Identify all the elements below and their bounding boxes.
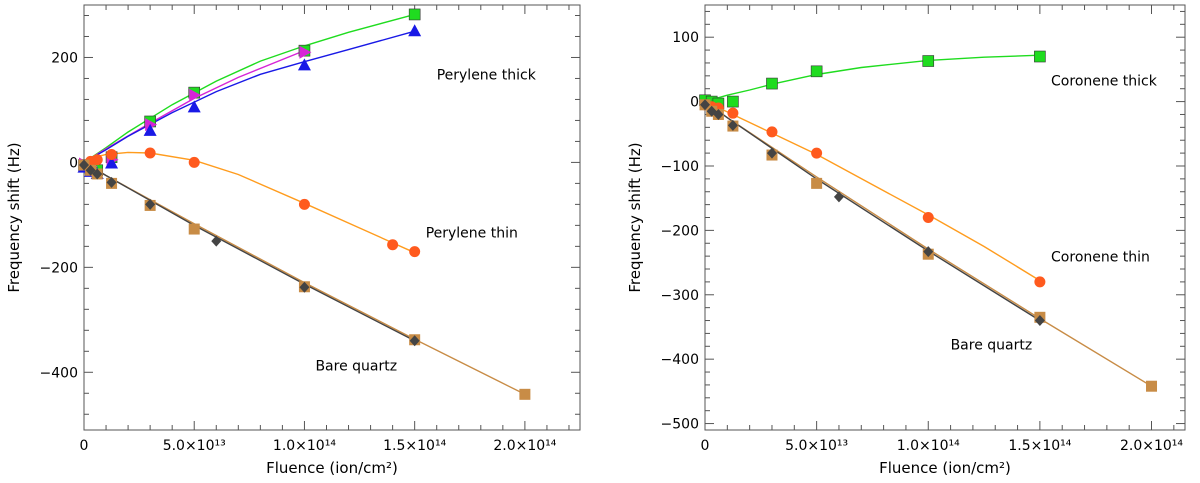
chart-2-series-4-point [923, 246, 934, 258]
chart-1-series-6-point [409, 335, 420, 347]
chart-2-series-4-point [766, 147, 777, 159]
chart-1-x-axis-label: Fluence (ion/cm²) [266, 459, 398, 477]
chart-2-series-2-point [922, 212, 934, 223]
chart-1-series-3-point [187, 100, 201, 113]
chart-1-series-1-point [408, 8, 421, 21]
chart-2-series-4-point [833, 191, 844, 203]
chart-2-x-axis-label: Fluence (ion/cm²) [879, 459, 1011, 477]
chart-1-series-4-point [144, 147, 156, 159]
chart-1-series-2-fit-line [83, 49, 305, 163]
chart-1-series-2-point [189, 88, 202, 102]
chart-1-series-3-point [105, 156, 119, 169]
chart-1-series-6-point [299, 281, 310, 293]
chart-2-series-2-fit-line [704, 100, 1041, 282]
chart-1-series-4-fit-line [83, 151, 415, 254]
chart-1: 0 5.0×10¹³ 1.0×10¹⁴ 1.5×10¹⁴ 2.0×10¹⁴ −400 −20… [5, 4, 581, 477]
chart-1-y-tick-label: 0 [69, 155, 78, 171]
chart-2-y-tick-label: 0 [690, 95, 699, 111]
chart-2-x-tick-label: 1.0×10¹⁴ [897, 438, 960, 454]
chart-1-series-4-point [188, 156, 200, 168]
chart-1-series-4-point [409, 246, 421, 258]
chart-2-y-axis-label: Frequency shift (Hz) [626, 142, 644, 292]
chart-1-y-tick-label: −400 [40, 365, 78, 381]
chart-2-series-2-point [1034, 276, 1046, 288]
chart-1-series-6-point [145, 198, 156, 210]
chart-1-annotation-2: Perylene thin [426, 225, 518, 241]
chart-1-series-5-point [188, 223, 200, 235]
chart-2-series-2-point [811, 147, 823, 159]
chart-2-series-1-point [727, 95, 739, 108]
chart-1-y-tick-label: 200 [51, 50, 78, 66]
chart-1-series-4-point [91, 154, 103, 166]
chart-2-series-1-point [810, 65, 823, 78]
chart-2-x-tick-label: 0 [701, 438, 710, 454]
chart-1-plot-frame [83, 4, 581, 431]
chart-1-series-3-point [143, 123, 157, 136]
chart-2-series-1-point [766, 77, 778, 90]
chart-2-series-4-point [727, 119, 738, 131]
chart-1-series-3-fit-line [83, 30, 415, 164]
chart-2-series-3-fit-line [704, 101, 1152, 387]
chart-1-annotation-3: Bare quartz [315, 359, 397, 375]
chart-1-series-3-point [297, 58, 311, 71]
chart-1-series-4-point [106, 149, 118, 161]
chart-1-x-tick-label: 0 [80, 438, 89, 454]
chart-1-x-tick-label: 1.5×10¹⁴ [383, 438, 446, 454]
chart-1-y-axis-label: Frequency shift (Hz) [5, 142, 23, 292]
chart-1-x-tick-label: 1.0×10¹⁴ [273, 438, 336, 454]
chart-1-series-6-point [79, 159, 89, 171]
chart-2-y-tick-label: −100 [661, 159, 699, 175]
chart-2-series-3-point [1146, 380, 1158, 392]
chart-1-x-tick-label: 5.0×10¹³ [163, 438, 226, 454]
chart-2-x-tick-label: 2.0×10¹⁴ [1120, 438, 1183, 454]
chart-2: 0 5.0×10¹³ 1.0×10¹⁴ 1.5×10¹⁴ 2.0×10¹⁴ −500 −40… [626, 4, 1186, 477]
chart-2-series-4-point [713, 108, 724, 120]
chart-2-x-tick-label: 5.0×10¹³ [785, 438, 848, 454]
chart-2-series-1-point [1034, 50, 1046, 63]
chart-1-series-3-point [408, 24, 422, 37]
chart-2-series-1-point [922, 55, 935, 67]
chart-1-series-4-point [387, 239, 399, 251]
chart-2-y-tick-label: −200 [661, 223, 699, 239]
chart-2-annotation-3: Bare quartz [951, 338, 1033, 354]
chart-1-series-6-point [106, 176, 117, 188]
chart-2-y-tick-label: −300 [661, 288, 699, 304]
chart-2-series-2-point [766, 126, 778, 138]
chart-2-x-tick-label: 1.5×10¹⁴ [1008, 438, 1071, 454]
chart-2-annotation-1: Coronene thick [1051, 73, 1158, 89]
chart-1-series-4-point [298, 198, 310, 210]
chart-2-plot-frame [704, 4, 1186, 431]
chart-1-series-2-point [299, 45, 312, 59]
chart-2-series-4-point [1034, 315, 1045, 327]
chart-2-annotation-2: Coronene thin [1051, 249, 1150, 265]
chart-1-series-6-point [92, 168, 103, 180]
chart-1-annotation-1: Perylene thick [437, 68, 537, 84]
chart-2-y-tick-label: −400 [661, 352, 699, 368]
chart-1-series-5-fit-line [83, 161, 526, 395]
chart-2-y-tick-label: −500 [661, 417, 699, 433]
chart-1-series-6-point [211, 235, 222, 247]
chart-2-y-tick-label: 100 [672, 30, 699, 46]
chart-1-series-1-fit-line [83, 13, 415, 163]
chart-1-x-tick-label: 2.0×10¹⁴ [493, 438, 556, 454]
chart-1-series-5-point [519, 388, 531, 400]
chart-1-y-tick-label: −200 [40, 260, 78, 276]
chart-2-series-2-point [727, 107, 739, 119]
chart-2-series-3-point [811, 177, 823, 189]
chart-2-series-1-fit-line [704, 54, 1040, 103]
chart-2-series-4-point [700, 99, 710, 111]
